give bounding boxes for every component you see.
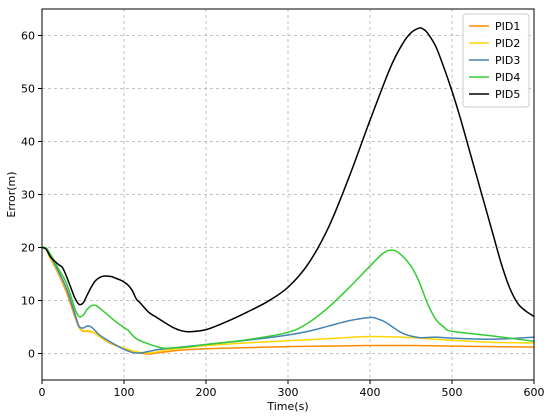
y-tick-label: 40 — [21, 136, 35, 149]
x-tick-label: 300 — [278, 386, 299, 399]
y-tick-label: 10 — [21, 295, 35, 308]
legend-label-pid5: PID5 — [495, 88, 520, 101]
y-axis-label: Error(m) — [5, 171, 18, 217]
legend: PID1 PID2 PID3 PID4 PID5 — [462, 13, 530, 108]
legend-label-pid2: PID2 — [495, 37, 520, 50]
y-tick-label: 50 — [21, 83, 35, 96]
legend-box — [462, 13, 530, 108]
y-tick-label: 30 — [21, 189, 35, 202]
legend-label-pid4: PID4 — [495, 71, 520, 84]
axis-ticks: 0 100 200 300 400 500 600 0 10 20 30 40 50 60 — [21, 30, 545, 400]
y-tick-label: 60 — [21, 30, 35, 43]
x-tick-label: 100 — [114, 386, 135, 399]
series-line-pid4 — [41, 246, 535, 349]
x-tick-label: 500 — [442, 386, 463, 399]
legend-label-pid3: PID3 — [495, 54, 520, 67]
x-tick-label: 600 — [524, 386, 545, 399]
series-line-pid3 — [41, 246, 535, 354]
series-group — [41, 27, 535, 355]
x-tick-label: 0 — [39, 386, 46, 399]
y-tick-label: 20 — [21, 242, 35, 255]
y-tick-label: 0 — [28, 348, 35, 361]
x-tick-label: 200 — [196, 386, 217, 399]
series-line-pid5 — [41, 27, 535, 333]
legend-label-pid1: PID1 — [495, 20, 520, 33]
x-tick-label: 400 — [360, 386, 381, 399]
x-axis-label: Time(s) — [266, 400, 308, 413]
